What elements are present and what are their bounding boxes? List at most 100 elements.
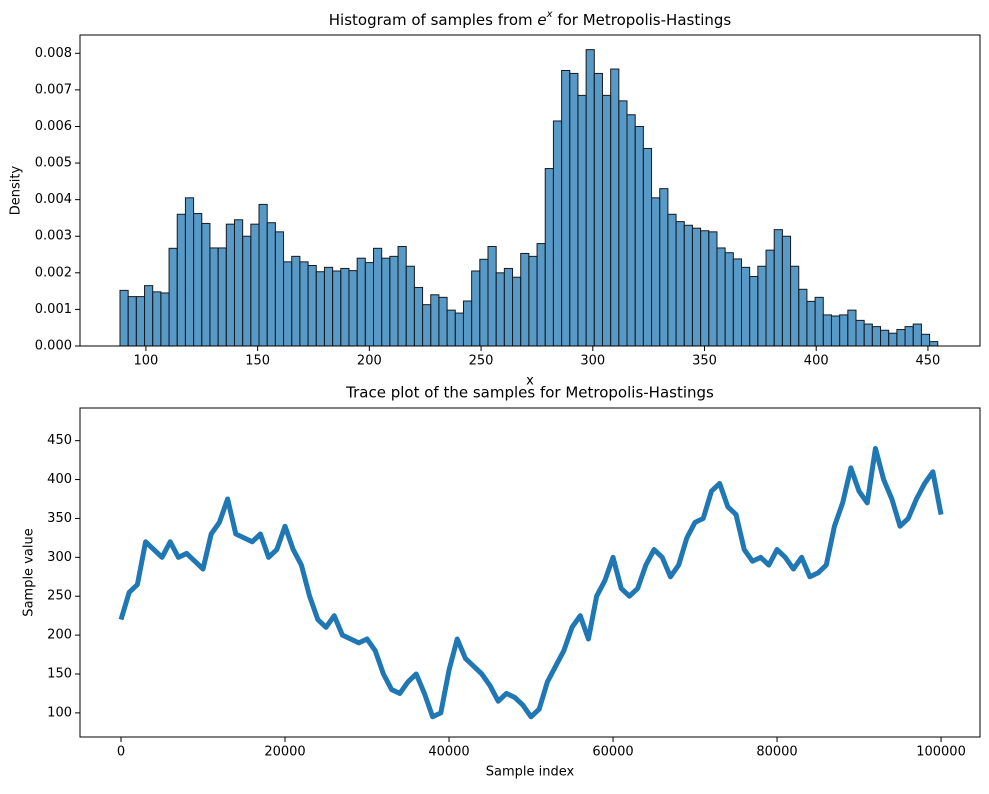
x-axis-label: x [526,374,534,389]
bar [691,227,702,347]
bar [642,147,653,347]
bar [773,229,783,347]
bar [168,247,178,347]
bar [283,261,293,347]
bar [814,296,824,347]
bar [610,68,620,347]
x-tick-label: 400 [804,354,829,369]
bar [119,289,129,347]
x-axis-label: Sample index [486,765,575,780]
x-tick-label: 80000 [756,745,797,760]
bar [201,222,211,347]
bar [430,294,440,347]
y-tick-label: 0.004 [35,192,72,207]
y-tick-label: 0.002 [35,265,72,280]
bar [258,203,268,347]
bar [806,300,816,347]
bar [700,230,710,347]
bar [569,72,579,347]
bar [675,221,685,347]
bar [209,247,219,347]
bar [495,272,505,347]
bar [544,168,554,347]
bar [274,231,285,347]
x-tick-label: 100 [133,354,158,369]
x-tick-label: 0 [117,745,125,760]
bar [912,323,922,347]
y-tick-label: 100 [47,705,72,720]
bar [438,296,448,347]
y-tick-label: 150 [47,667,72,682]
title-superscript: x [546,9,553,20]
title-text: for Metropolis-Hastings [553,11,732,29]
bar [462,300,473,347]
bar [577,94,587,347]
bar [364,262,375,347]
title-text: Histogram of samples from [329,11,538,29]
bar [781,235,792,347]
y-tick-label: 350 [47,511,72,526]
bar [790,265,800,347]
bar [233,219,244,347]
bar [536,243,546,347]
bar [160,292,170,347]
bar [601,94,612,347]
bar [242,235,252,347]
y-tick-label: 250 [47,589,72,604]
bar [471,270,481,347]
bar [822,314,832,347]
bar [651,197,661,347]
y-tick-label: 0.000 [35,339,72,354]
axes-frame [79,34,981,347]
bar [332,270,342,347]
bar [798,288,808,347]
x-tick-label: 100000 [916,745,966,760]
y-tick-label: 200 [47,628,72,643]
bar [528,255,538,347]
bar [356,257,366,347]
y-axis-label: Density [9,165,24,215]
bar [291,255,301,347]
bar [757,265,767,347]
x-tick-label: 450 [916,354,941,369]
bar [724,252,734,347]
bar [830,315,841,347]
bar [503,267,514,347]
bar [708,231,718,347]
bar [920,333,931,347]
x-tick-label: 40000 [428,745,469,760]
bar [446,309,456,347]
bar [880,329,890,347]
y-axis-label: Sample value [22,528,37,616]
x-tick-label: 150 [245,354,270,369]
bar [397,245,407,347]
bar [839,314,849,347]
x-tick-label: 60000 [592,745,633,760]
bar [855,319,865,347]
y-tick-label: 0.005 [35,156,72,171]
trace-line [118,445,944,720]
bar [871,326,882,347]
bar [225,223,235,347]
bar [193,213,203,347]
bar [716,247,726,347]
bar [184,197,195,347]
bar [520,252,530,347]
bar [405,265,415,347]
bar [340,267,350,347]
axes-frame [79,407,981,738]
bar [765,249,775,347]
bar [552,120,563,347]
bar [479,258,489,347]
bar [266,222,276,347]
bar [413,286,424,347]
y-tick-label: 0.001 [35,302,72,317]
bar [618,100,628,347]
y-tick-label: 0.006 [35,119,72,134]
x-tick-label: 300 [580,354,605,369]
chart-title: Trace plot of the samples for Metropolis… [345,384,714,402]
bar [896,329,906,347]
bar [863,323,873,347]
bar [929,341,939,347]
